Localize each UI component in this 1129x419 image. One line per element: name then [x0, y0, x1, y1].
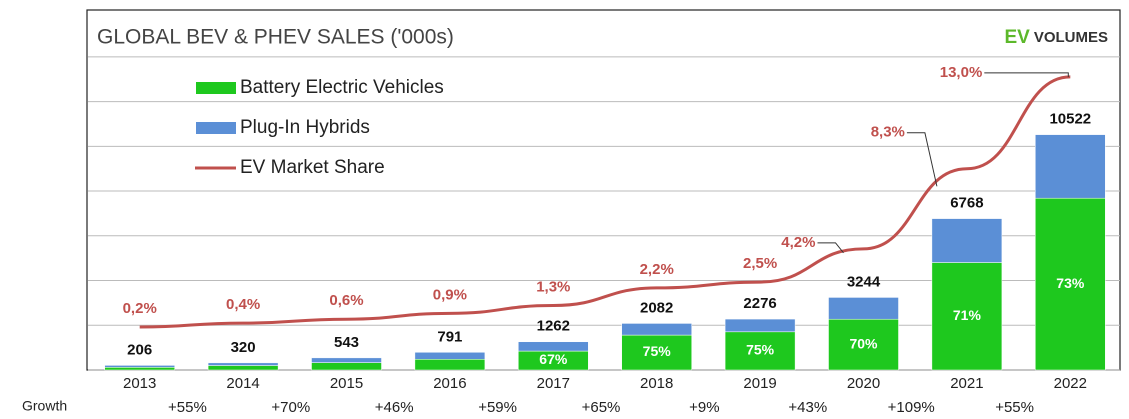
x-tick-label: 2018 — [640, 375, 673, 392]
share-value-label: 0,9% — [433, 286, 467, 303]
growth-label: Growth — [22, 398, 67, 414]
logo-ev: EV — [1004, 27, 1030, 48]
growth-value: +43% — [788, 399, 827, 416]
growth-value: +55% — [168, 399, 207, 416]
bar-segment — [931, 218, 1003, 263]
bar-segment — [518, 341, 589, 352]
bar-segment — [414, 352, 486, 360]
share-label: 70% — [849, 335, 878, 351]
bar-segment — [207, 365, 279, 371]
total-label: 2276 — [743, 295, 776, 312]
bar-segment — [311, 357, 382, 363]
share-value-label: 0,2% — [123, 300, 157, 317]
growth-value: +109% — [888, 399, 935, 416]
leader-line — [984, 72, 1069, 77]
chart-title: GLOBAL BEV & PHEV SALES ('000s) — [97, 26, 454, 49]
total-label: 543 — [334, 334, 359, 351]
growth-value: +46% — [375, 399, 414, 416]
total-label: 320 — [231, 339, 256, 356]
bar-segment — [1035, 197, 1106, 371]
bar-segment — [621, 334, 692, 371]
x-tick-label: 2014 — [226, 375, 259, 392]
legend-label: EV Market Share — [240, 157, 385, 178]
share-line — [139, 75, 1071, 329]
legend-label: Battery Electric Vehicles — [240, 77, 444, 98]
share-label: 75% — [746, 342, 775, 358]
bar-segment — [104, 367, 175, 371]
bar-segment — [104, 365, 175, 368]
total-label: 6768 — [950, 195, 983, 212]
leader-line — [906, 132, 938, 187]
share-value-label: 4,2% — [781, 234, 815, 251]
share-value-label: 13,0% — [940, 64, 983, 81]
bar-segment — [724, 331, 796, 371]
share-value-label: 0,6% — [329, 292, 363, 309]
total-label: 1262 — [537, 318, 570, 335]
x-tick-label: 2017 — [537, 375, 570, 392]
growth-value: +9% — [689, 399, 719, 416]
share-label: 73% — [1056, 275, 1085, 291]
bar-segment — [1035, 134, 1106, 199]
total-label: 791 — [437, 328, 462, 345]
logo: EV VOLUMES — [1004, 27, 1108, 48]
logo-volumes: VOLUMES — [1034, 29, 1108, 46]
legend-swatch — [196, 122, 236, 134]
total-label: 206 — [127, 341, 152, 358]
legend-label: Plug-In Hybrids — [240, 117, 370, 138]
growth-value: +55% — [995, 399, 1034, 416]
bar-segment — [931, 262, 1003, 371]
legend-swatch — [196, 82, 236, 94]
growth-value: +70% — [271, 399, 310, 416]
leader-line — [817, 242, 844, 254]
bar-segment — [207, 362, 279, 366]
bar-segment — [724, 318, 796, 333]
x-tick-label: 2016 — [433, 375, 466, 392]
growth-value: +59% — [478, 399, 517, 416]
x-tick-label: 2020 — [847, 375, 880, 392]
share-value-label: 1,3% — [536, 278, 570, 295]
bar-segment — [828, 297, 899, 320]
x-tick-label: 2015 — [330, 375, 363, 392]
bar-segment — [414, 359, 486, 371]
share-value-label: 2,5% — [743, 255, 777, 272]
share-value-label: 0,4% — [226, 296, 260, 313]
total-label: 10522 — [1049, 111, 1091, 128]
total-label: 3244 — [847, 273, 881, 290]
bar-segment — [621, 323, 692, 336]
bar-segment — [828, 318, 899, 371]
x-tick-label: 2013 — [123, 375, 156, 392]
x-tick-label: 2022 — [1054, 375, 1087, 392]
share-value-label: 8,3% — [871, 124, 905, 141]
x-tick-label: 2021 — [950, 375, 983, 392]
share-value-label: 2,2% — [640, 261, 674, 278]
share-label: 67% — [539, 351, 568, 367]
share-label: 71% — [953, 307, 982, 323]
growth-value: +65% — [582, 399, 621, 416]
bar-segment — [311, 362, 382, 371]
total-label: 2082 — [640, 299, 673, 316]
x-tick-label: 2019 — [743, 375, 776, 392]
share-label: 75% — [643, 343, 672, 359]
